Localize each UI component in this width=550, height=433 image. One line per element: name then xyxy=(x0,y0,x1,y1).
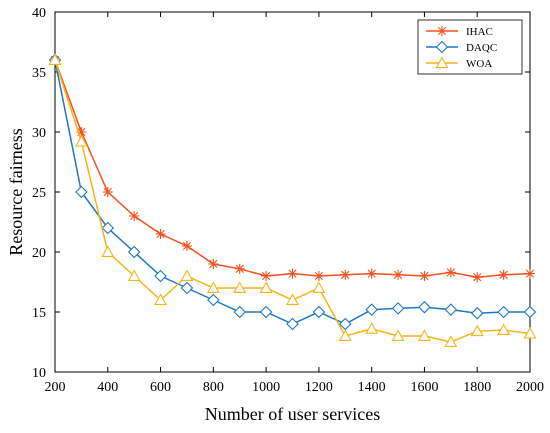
x-tick-label: 1800 xyxy=(463,380,491,395)
asterisk-marker xyxy=(419,271,430,281)
diamond-marker xyxy=(233,305,247,319)
triangle-marker xyxy=(206,281,220,293)
asterisk-marker xyxy=(181,241,192,251)
triangle-marker xyxy=(48,53,62,65)
diamond-marker xyxy=(207,293,220,307)
triangle-marker xyxy=(444,335,458,347)
asterisk-marker xyxy=(472,272,483,283)
series-group xyxy=(48,53,537,347)
triangle-marker xyxy=(338,329,352,341)
asterisk-marker xyxy=(155,229,166,239)
triangle-marker xyxy=(127,269,141,281)
x-axis-label: Number of user services xyxy=(205,404,380,424)
x-tick-label: 400 xyxy=(97,380,118,395)
diamond-marker xyxy=(312,305,326,319)
asterisk-marker xyxy=(498,269,509,280)
triangle-marker xyxy=(180,269,194,281)
series-woa xyxy=(48,53,537,347)
asterisk-marker xyxy=(437,26,447,36)
legend: IHAC DAQC WOA xyxy=(417,19,523,75)
triangle-marker xyxy=(435,56,449,68)
diamond-marker xyxy=(75,185,88,199)
y-tick-label: 30 xyxy=(32,126,46,141)
x-tick-label: 800 xyxy=(203,380,224,395)
x-tick-label: 1000 xyxy=(252,380,280,395)
diamond-marker xyxy=(101,221,115,235)
diamond-marker xyxy=(259,305,273,319)
triangle-marker xyxy=(523,326,537,339)
diamond-marker xyxy=(418,300,431,314)
diamond-marker xyxy=(435,40,449,54)
legend-item-woa: WOA xyxy=(426,56,492,70)
asterisk-marker xyxy=(313,271,324,281)
x-tick-label: 2000 xyxy=(516,380,544,395)
asterisk-marker xyxy=(393,269,404,280)
triangle-marker xyxy=(259,281,273,293)
triangle-marker xyxy=(365,322,379,334)
y-axis-label: Resource fairness xyxy=(6,128,26,255)
x-axis: 200 400 600 800 1000 1200 1400 1600 1800 2000 xyxy=(45,12,544,395)
series-line-daqc xyxy=(54,59,530,325)
asterisk-marker xyxy=(234,263,245,274)
legend-label: WOA xyxy=(466,58,492,70)
series-daqc xyxy=(48,53,537,331)
diamond-marker xyxy=(523,305,537,319)
x-tick-label: 200 xyxy=(45,380,66,395)
triangle-marker xyxy=(74,134,88,147)
legend-label: IHAC xyxy=(466,26,493,38)
asterisk-marker xyxy=(525,268,535,279)
x-tick-label: 1400 xyxy=(358,380,386,395)
diamond-marker xyxy=(286,317,299,331)
legend-label: DAQC xyxy=(466,42,497,54)
y-tick-label: 15 xyxy=(32,306,46,321)
diamond-marker xyxy=(180,281,194,295)
diamond-marker xyxy=(470,306,484,320)
asterisk-marker xyxy=(445,267,456,278)
diamond-marker xyxy=(391,302,405,315)
triangle-marker xyxy=(233,281,247,293)
y-tick-label: 20 xyxy=(32,246,46,261)
triangle-marker xyxy=(497,323,511,335)
series-ihac xyxy=(50,55,535,283)
diamond-marker xyxy=(127,245,141,259)
asterisk-marker xyxy=(102,187,113,197)
asterisk-marker xyxy=(366,268,377,279)
triangle-marker xyxy=(286,293,299,305)
asterisk-marker xyxy=(208,259,219,269)
triangle-marker xyxy=(154,293,167,305)
triangle-marker xyxy=(391,329,405,341)
asterisk-marker xyxy=(340,269,351,280)
x-tick-label: 1200 xyxy=(305,380,333,395)
y-tick-label: 40 xyxy=(32,6,46,21)
triangle-marker xyxy=(312,281,326,293)
triangle-marker xyxy=(101,245,115,257)
legend-item-daqc: DAQC xyxy=(426,40,497,54)
triangle-marker xyxy=(418,329,431,341)
diamond-marker xyxy=(444,303,458,316)
y-axis: 10 15 20 25 30 35 40 xyxy=(32,6,530,381)
x-tick-label: 1600 xyxy=(410,380,438,395)
triangle-marker xyxy=(470,324,484,337)
x-tick-label: 600 xyxy=(150,380,171,395)
diamond-marker xyxy=(365,303,378,316)
y-tick-label: 10 xyxy=(32,366,46,381)
y-tick-label: 35 xyxy=(32,66,46,81)
asterisk-marker xyxy=(129,211,140,221)
y-tick-label: 25 xyxy=(32,186,46,201)
asterisk-marker xyxy=(261,271,272,281)
diamond-marker xyxy=(497,305,510,319)
asterisk-marker xyxy=(287,268,298,279)
legend-item-ihac: IHAC xyxy=(426,26,493,38)
diamond-marker xyxy=(154,269,167,283)
